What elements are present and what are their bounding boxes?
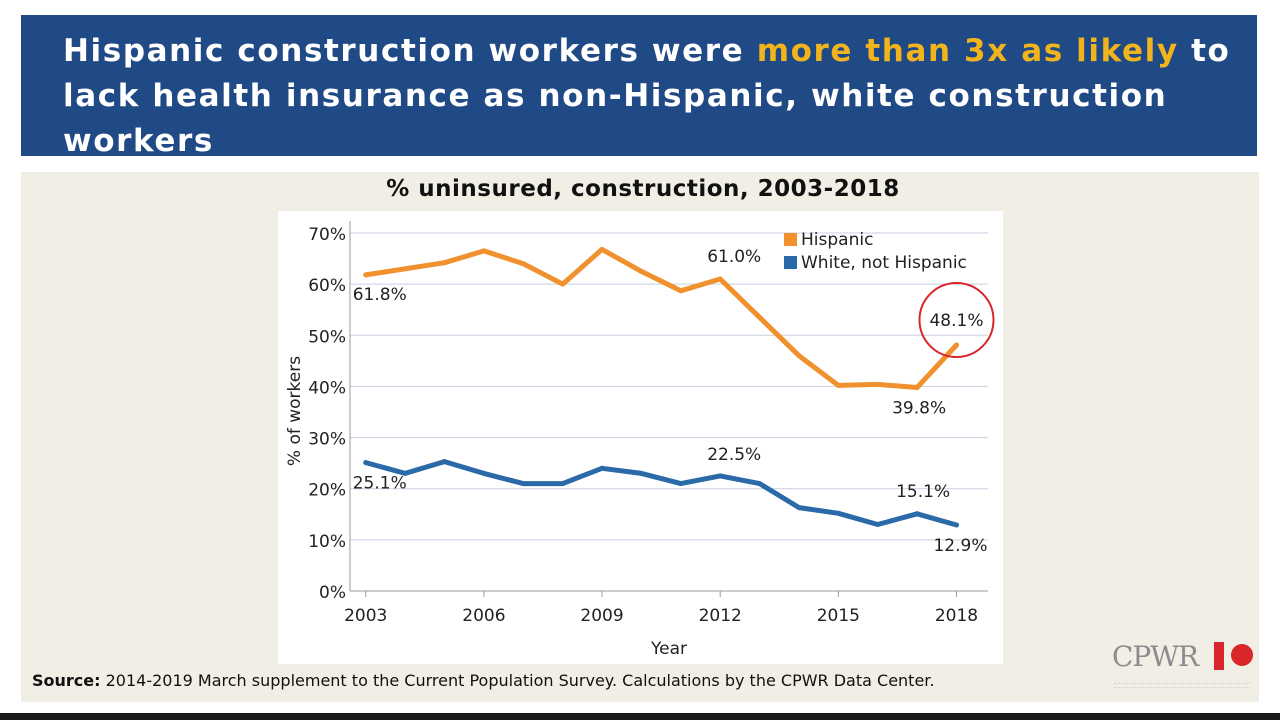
data-point: [442, 260, 448, 266]
line-chart: 0% 10% 20% 30% 40% 50% 60% 70% 2003 2006 2009 2012 2…: [285, 221, 995, 659]
title-part-1: Hispanic construction workers were: [63, 33, 757, 69]
x-tick-label: 2009: [580, 606, 623, 626]
y-tick-label: 10%: [308, 532, 346, 552]
data-point: [678, 288, 684, 294]
data-point: [757, 314, 763, 320]
data-point: [914, 511, 920, 517]
x-axis-label: Year: [650, 639, 687, 659]
axis-layer: 0% 10% 20% 30% 40% 50% 60% 70% 2003 2006 2009 2012 2…: [285, 221, 988, 659]
logo-tagline-mark: [1114, 683, 1250, 688]
y-tick-label: 40%: [308, 378, 346, 398]
data-point: [875, 381, 881, 387]
y-tick-label: 70%: [308, 225, 346, 245]
data-point: [520, 481, 526, 487]
data-point: [520, 261, 526, 267]
y-axis-label: % of workers: [285, 356, 305, 466]
legend-layer: Hispanic White, not Hispanic: [784, 230, 967, 273]
highlight-circle: [918, 282, 995, 359]
data-point: [402, 266, 408, 272]
data-point: [363, 460, 369, 466]
data-point: [835, 510, 841, 516]
data-point: [599, 246, 605, 252]
bottom-rule: [0, 713, 1280, 720]
data-label: 12.9%: [933, 536, 987, 556]
title-banner: Hispanic construction workers were more …: [21, 15, 1257, 159]
y-tick-label: 50%: [308, 327, 346, 347]
data-point: [442, 459, 448, 465]
data-point: [717, 473, 723, 479]
data-point: [638, 470, 644, 476]
legend-label: White, not Hispanic: [801, 253, 967, 273]
source-text: 2014-2019 March supplement to the Curren…: [105, 671, 935, 690]
chart-area: 0% 10% 20% 30% 40% 50% 60% 70% 2003 2006 2009 2012 2…: [278, 211, 1003, 664]
data-point: [914, 384, 920, 390]
series-line-hispanic: [363, 246, 959, 390]
data-point: [678, 481, 684, 487]
data-point: [560, 481, 566, 487]
data-point: [363, 272, 369, 278]
data-point: [835, 382, 841, 388]
logo-dot-mark: [1231, 644, 1253, 666]
data-point: [481, 248, 487, 254]
x-tick-label: 2015: [817, 606, 860, 626]
data-point: [757, 481, 763, 487]
x-tick-label: 2012: [699, 606, 742, 626]
data-label: 61.0%: [707, 247, 761, 267]
data-point: [560, 281, 566, 287]
data-point: [796, 353, 802, 359]
title-highlight: more than 3x as likely: [756, 33, 1179, 69]
slide-title: Hispanic construction workers were more …: [63, 29, 1233, 164]
logo-text: CPWR: [1112, 640, 1199, 673]
y-tick-label: 20%: [308, 481, 346, 501]
y-tick-label: 30%: [308, 430, 346, 450]
data-point: [875, 522, 881, 528]
legend-swatch: [784, 233, 797, 246]
data-point: [796, 505, 802, 511]
chart-title: % uninsured, construction, 2003-2018: [386, 176, 900, 202]
data-point: [402, 470, 408, 476]
y-tick-label: 60%: [308, 276, 346, 296]
data-point: [953, 522, 959, 528]
data-point: [717, 276, 723, 282]
data-label: 15.1%: [896, 482, 950, 502]
legend-label: Hispanic: [801, 230, 873, 250]
legend-swatch: [784, 256, 797, 269]
data-point: [481, 470, 487, 476]
data-label: 25.1%: [353, 474, 407, 494]
series-line-white-not-hispanic: [363, 459, 959, 528]
y-tick-label: 0%: [319, 583, 346, 603]
data-label: 22.5%: [707, 445, 761, 465]
x-tick-label: 2006: [462, 606, 505, 626]
label-layer: 61.8% 61.0% 39.8% 48.1% 25.1% 22.5% 15.1% 12.9%: [353, 247, 995, 556]
logo-bar-mark: [1214, 642, 1224, 670]
x-tick-label: 2003: [344, 606, 387, 626]
series-layer: [363, 246, 959, 528]
data-point: [953, 342, 959, 348]
data-point: [599, 465, 605, 471]
x-tick-label: 2018: [935, 606, 978, 626]
data-label: 61.8%: [353, 285, 407, 305]
data-label: 39.8%: [892, 398, 946, 418]
title-part-2: to lack health insurance as non-Hispanic…: [63, 33, 1231, 159]
data-point: [638, 268, 644, 274]
data-label: 48.1%: [929, 311, 983, 331]
source-label: Source:: [32, 671, 101, 690]
cpwr-logo: CPWR: [1112, 636, 1258, 696]
source-note: Source: 2014-2019 March supplement to th…: [32, 671, 935, 690]
